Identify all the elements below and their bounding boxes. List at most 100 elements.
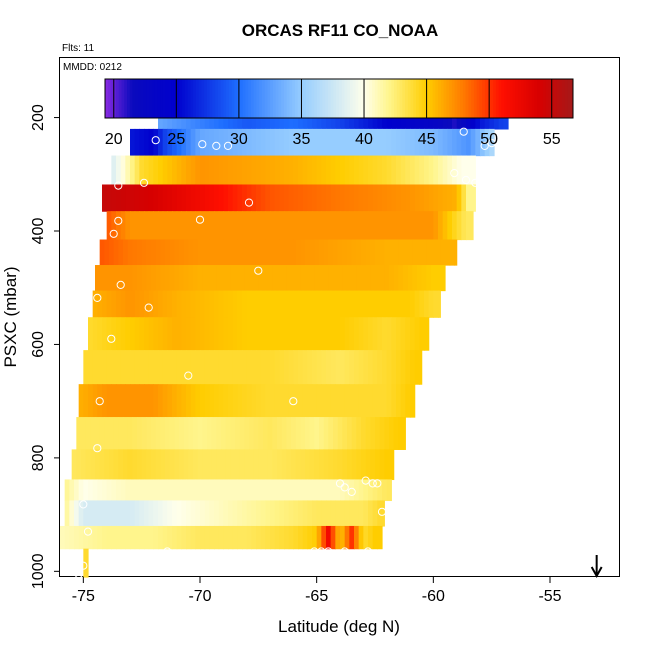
heatmap-cell: [396, 317, 402, 351]
heatmap-cell: [354, 479, 360, 502]
heatmap-cell: [277, 417, 283, 450]
heatmap-cell: [365, 449, 371, 481]
heatmap-cell: [190, 184, 196, 212]
heatmap-cell: [260, 500, 266, 527]
colorbar-segment: [124, 79, 128, 118]
heatmap-cell: [260, 384, 266, 418]
heatmap-cell: [363, 290, 369, 318]
heatmap-cell: [148, 290, 154, 318]
heatmap-cell: [172, 317, 178, 351]
heatmap-cell: [445, 239, 451, 266]
heatmap-cell: [139, 290, 145, 318]
heatmap-cell: [302, 128, 308, 157]
heatmap-cell: [139, 350, 145, 385]
heatmap-cell: [424, 184, 430, 212]
observation-point: [116, 280, 125, 289]
heatmap-cell: [228, 479, 234, 502]
heatmap-cell: [284, 479, 290, 502]
heatmap-cell: [120, 479, 126, 502]
heatmap-cell: [312, 155, 318, 186]
colorbar-segment: [182, 79, 186, 118]
heatmap-cell: [76, 449, 82, 481]
heatmap-cell: [153, 290, 159, 318]
heatmap-cell: [279, 525, 285, 550]
heatmap-cell: [279, 128, 285, 157]
heatmap-cell: [400, 155, 406, 186]
observation-point: [107, 334, 116, 343]
colorbar-segment: [457, 79, 461, 118]
heatmap-cell: [286, 265, 292, 292]
heatmap-cell: [386, 290, 392, 318]
heatmap-cell: [358, 184, 364, 212]
heatmap-cell: [288, 184, 294, 212]
heatmap-cell: [391, 155, 397, 186]
heatmap-cell: [267, 239, 273, 266]
heatmap-cell: [134, 479, 140, 502]
heatmap-cell: [235, 417, 241, 450]
heatmap-cell: [251, 384, 257, 418]
colorbar-segment: [110, 79, 114, 118]
colorbar-segment: [484, 79, 489, 118]
heatmap-cell: [298, 350, 304, 385]
heatmap-cell: [211, 265, 217, 292]
heatmap-cell: [470, 184, 476, 212]
heatmap-cell: [414, 184, 420, 212]
heatmap-cell: [431, 239, 437, 266]
heatmap-cell: [379, 265, 385, 292]
heatmap-cell: [155, 417, 161, 450]
observation-point: [93, 293, 102, 302]
heatmap-cell: [372, 500, 378, 527]
heatmap-cell: [361, 265, 367, 292]
heatmap-cell: [195, 155, 201, 186]
colorbar-segment: [272, 79, 277, 118]
heatmap-cell: [263, 449, 269, 481]
colorbar-segment: [314, 79, 318, 118]
heatmap-cell: [307, 290, 313, 318]
heatmap-cell: [302, 211, 308, 241]
colorbar-segment: [399, 79, 403, 118]
heatmap-cell: [438, 155, 444, 186]
heatmap-cell: [377, 317, 383, 351]
heatmap-cell: [279, 479, 285, 502]
heatmap-cell: [284, 525, 290, 550]
heatmap-cell: [190, 384, 196, 418]
colorbar-segment: [509, 79, 513, 118]
heatmap-cell: [81, 417, 87, 450]
heatmap-cell: [216, 265, 222, 292]
heatmap-cell: [209, 290, 215, 318]
heatmap-cell: [144, 211, 150, 241]
colorbar-segment: [413, 79, 417, 118]
colorbar-segment: [468, 79, 472, 118]
heatmap-cell: [74, 525, 80, 550]
heatmap-cell: [193, 417, 199, 450]
heatmap-cell: [225, 239, 231, 266]
heatmap-cell: [256, 155, 262, 186]
heatmap-cell: [221, 417, 227, 450]
heatmap-cell: [104, 417, 110, 450]
heatmap-cell: [321, 290, 327, 318]
heatmap-cell: [256, 525, 262, 550]
heatmap-cell: [181, 211, 187, 241]
heatmap-cell: [176, 128, 182, 157]
heatmap-cell: [176, 525, 182, 550]
heatmap-cell: [333, 239, 339, 266]
heatmap-cell: [251, 525, 257, 550]
heatmap-cell: [274, 384, 280, 418]
heatmap-cell: [209, 525, 215, 550]
heatmap-cell: [202, 239, 208, 266]
observation-point: [151, 136, 160, 145]
heatmap-cell: [139, 317, 145, 351]
heatmap-cell: [307, 479, 313, 502]
colorbar-segment: [107, 79, 111, 118]
heatmap-cell: [158, 317, 164, 351]
heatmap-cell: [144, 479, 150, 502]
colorbar-segment: [493, 79, 497, 118]
heatmap-cell: [158, 290, 164, 318]
heatmap-cell: [456, 155, 462, 186]
heatmap-cell: [442, 184, 448, 212]
observation-point: [401, 547, 410, 556]
heatmap-cell: [256, 479, 262, 502]
heatmap-cell: [139, 479, 145, 502]
heatmap-cell: [298, 128, 304, 157]
heatmap-cell: [81, 449, 87, 481]
